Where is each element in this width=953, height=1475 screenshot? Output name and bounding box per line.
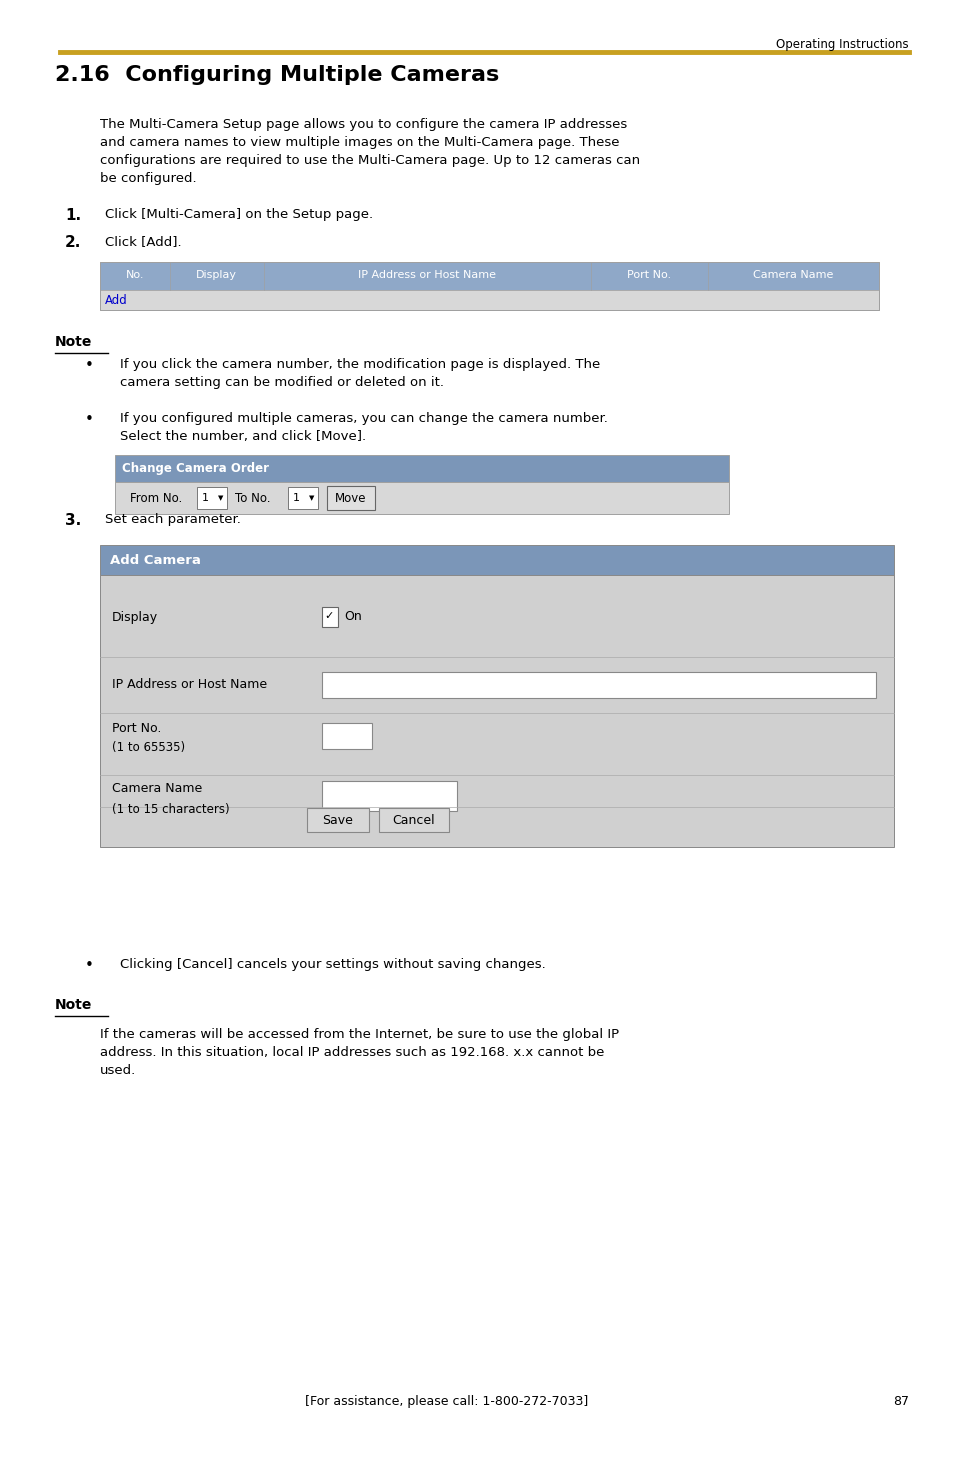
Text: From No.: From No. xyxy=(130,491,182,504)
Text: 2.16  Configuring Multiple Cameras: 2.16 Configuring Multiple Cameras xyxy=(55,65,498,86)
Text: 1: 1 xyxy=(293,493,299,503)
FancyBboxPatch shape xyxy=(322,673,875,698)
Text: Click [Add].: Click [Add]. xyxy=(105,235,181,248)
FancyBboxPatch shape xyxy=(100,544,893,575)
Text: •: • xyxy=(85,957,93,974)
Text: ▼: ▼ xyxy=(309,496,314,502)
FancyBboxPatch shape xyxy=(322,608,337,627)
Text: Note: Note xyxy=(55,335,92,350)
Text: To No.: To No. xyxy=(234,491,271,504)
FancyBboxPatch shape xyxy=(100,291,878,310)
Text: Move: Move xyxy=(335,491,366,504)
Text: No.: No. xyxy=(126,270,144,280)
Text: 2.: 2. xyxy=(65,235,81,249)
Text: Clicking [Cancel] cancels your settings without saving changes.: Clicking [Cancel] cancels your settings … xyxy=(120,957,545,971)
Text: (1 to 15 characters): (1 to 15 characters) xyxy=(112,802,230,816)
Text: ▼: ▼ xyxy=(218,496,223,502)
Text: 87: 87 xyxy=(892,1395,908,1409)
Text: IP Address or Host Name: IP Address or Host Name xyxy=(112,678,267,692)
Text: Change Camera Order: Change Camera Order xyxy=(122,462,269,475)
Text: Note: Note xyxy=(55,999,92,1012)
Text: 1.: 1. xyxy=(65,208,81,223)
Text: •: • xyxy=(85,358,93,373)
FancyBboxPatch shape xyxy=(307,808,369,832)
Text: Set each parameter.: Set each parameter. xyxy=(105,513,240,527)
Text: Port No.: Port No. xyxy=(626,270,671,280)
Text: If the cameras will be accessed from the Internet, be sure to use the global IP
: If the cameras will be accessed from the… xyxy=(100,1028,618,1077)
Text: On: On xyxy=(344,611,361,624)
Text: If you click the camera number, the modification page is displayed. The
camera s: If you click the camera number, the modi… xyxy=(120,358,599,389)
Text: (1 to 65535): (1 to 65535) xyxy=(112,740,185,754)
Text: If you configured multiple cameras, you can change the camera number.
Select the: If you configured multiple cameras, you … xyxy=(120,412,607,442)
Text: •: • xyxy=(85,412,93,426)
Text: ✓: ✓ xyxy=(324,611,333,621)
Text: 3.: 3. xyxy=(65,513,81,528)
Text: Save: Save xyxy=(322,814,353,826)
FancyBboxPatch shape xyxy=(100,575,893,847)
Text: IP Address or Host Name: IP Address or Host Name xyxy=(357,270,496,280)
Text: Port No.: Port No. xyxy=(112,721,161,735)
FancyBboxPatch shape xyxy=(100,263,878,291)
Text: The Multi-Camera Setup page allows you to configure the camera IP addresses
and : The Multi-Camera Setup page allows you t… xyxy=(100,118,639,184)
FancyBboxPatch shape xyxy=(327,485,375,510)
Text: Display: Display xyxy=(196,270,237,280)
FancyBboxPatch shape xyxy=(322,780,456,811)
FancyBboxPatch shape xyxy=(115,454,728,482)
Text: Display: Display xyxy=(112,611,158,624)
Text: Operating Instructions: Operating Instructions xyxy=(776,38,908,52)
Text: [For assistance, please call: 1-800-272-7033]: [For assistance, please call: 1-800-272-… xyxy=(305,1395,588,1409)
Bar xyxy=(100,263,878,310)
FancyBboxPatch shape xyxy=(378,808,449,832)
FancyBboxPatch shape xyxy=(288,487,317,509)
Text: Click [Multi-Camera] on the Setup page.: Click [Multi-Camera] on the Setup page. xyxy=(105,208,373,221)
Text: Cancel: Cancel xyxy=(393,814,435,826)
Text: 1: 1 xyxy=(202,493,209,503)
Text: Add Camera: Add Camera xyxy=(110,553,201,566)
Text: Camera Name: Camera Name xyxy=(112,782,202,795)
FancyBboxPatch shape xyxy=(115,482,728,513)
FancyBboxPatch shape xyxy=(196,487,227,509)
Text: Add: Add xyxy=(105,294,128,307)
FancyBboxPatch shape xyxy=(322,723,372,749)
Text: Camera Name: Camera Name xyxy=(752,270,833,280)
